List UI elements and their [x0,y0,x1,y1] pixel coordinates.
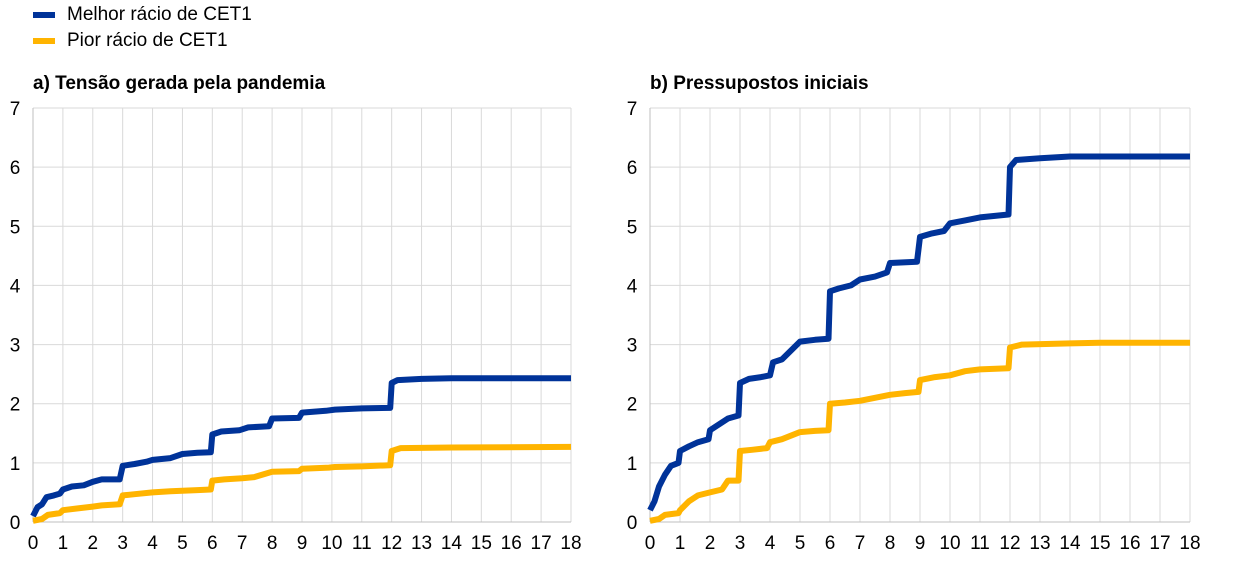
panel-a-title: a) Tensão gerada pela pandemia [33,73,326,94]
x-tick-label-b: 3 [735,533,746,554]
x-tick-label-a: 13 [411,533,432,554]
y-tick-label-a: 4 [10,276,21,297]
x-tick-label-b: 13 [1029,533,1050,554]
x-tick-label-a: 8 [267,533,278,554]
y-tick-label-b: 2 [627,395,638,416]
x-tick-label-a: 9 [297,533,308,554]
y-tick-label-b: 7 [627,99,638,120]
series-line-b-best [647,153,1190,512]
x-tick-label-b: 9 [915,533,926,554]
x-tick-label-b: 8 [885,533,896,554]
series-line-b-worst [649,339,1190,524]
legend-label-worst: Pior rácio de CET1 [67,30,228,51]
y-tick-label-b: 0 [627,513,638,534]
panel-b-title: b) Pressupostos iniciais [650,73,869,94]
x-tick-label-b: 1 [675,533,686,554]
x-tick-label-b: 0 [645,533,656,554]
x-tick-label-a: 3 [117,533,128,554]
legend-item-worst-cet1: Pior rácio de CET1 [33,28,252,54]
x-tick-label-a: 16 [501,533,522,554]
x-tick-label-a: 4 [147,533,158,554]
y-tick-label-b: 5 [627,217,638,238]
x-tick-label-a: 17 [531,533,552,554]
series-line-a-worst [32,443,572,524]
y-tick-label-b: 3 [627,336,638,357]
y-tick-label-a: 5 [10,217,21,238]
y-tick-label-a: 0 [10,513,21,534]
x-tick-label-b: 10 [939,533,960,554]
x-tick-label-b: 17 [1149,533,1170,554]
y-tick-label-b: 1 [627,454,638,475]
x-tick-label-a: 10 [321,533,342,554]
x-tick-label-a: 0 [28,533,39,554]
x-tick-label-a: 1 [58,533,69,554]
x-tick-label-b: 6 [825,533,836,554]
y-tick-label-a: 6 [10,158,21,179]
x-tick-label-a: 15 [471,533,492,554]
x-tick-label-a: 6 [207,533,218,554]
x-tick-label-b: 11 [970,533,990,554]
y-tick-label-a: 1 [10,454,21,475]
x-tick-label-a: 14 [441,533,463,554]
x-tick-label-b: 16 [1119,533,1140,554]
series-line-a-best [30,375,571,518]
x-tick-label-a: 12 [381,533,402,554]
x-tick-label-a: 18 [560,533,581,554]
legend-swatch-best [33,12,55,18]
x-tick-label-b: 7 [855,533,866,554]
x-tick-label-a: 11 [352,533,372,554]
x-tick-label-a: 7 [237,533,248,554]
y-tick-label-b: 4 [627,276,638,297]
x-tick-label-b: 5 [795,533,806,554]
y-tick-label-a: 2 [10,395,21,416]
y-tick-label-a: 3 [10,336,21,357]
y-tick-label-a: 7 [10,99,21,120]
x-tick-label-b: 2 [705,533,716,554]
x-tick-label-b: 18 [1179,533,1200,554]
x-tick-label-a: 5 [177,533,188,554]
x-tick-label-b: 14 [1059,533,1081,554]
legend: Melhor rácio de CET1 Pior rácio de CET1 [33,2,252,54]
x-tick-label-a: 2 [87,533,98,554]
y-tick-label-b: 6 [627,158,638,179]
x-tick-label-b: 4 [765,533,776,554]
legend-label-best: Melhor rácio de CET1 [67,4,252,25]
x-tick-label-b: 15 [1089,533,1110,554]
x-tick-label-b: 12 [999,533,1020,554]
legend-item-best-cet1: Melhor rácio de CET1 [33,2,252,28]
legend-swatch-worst [33,38,55,44]
